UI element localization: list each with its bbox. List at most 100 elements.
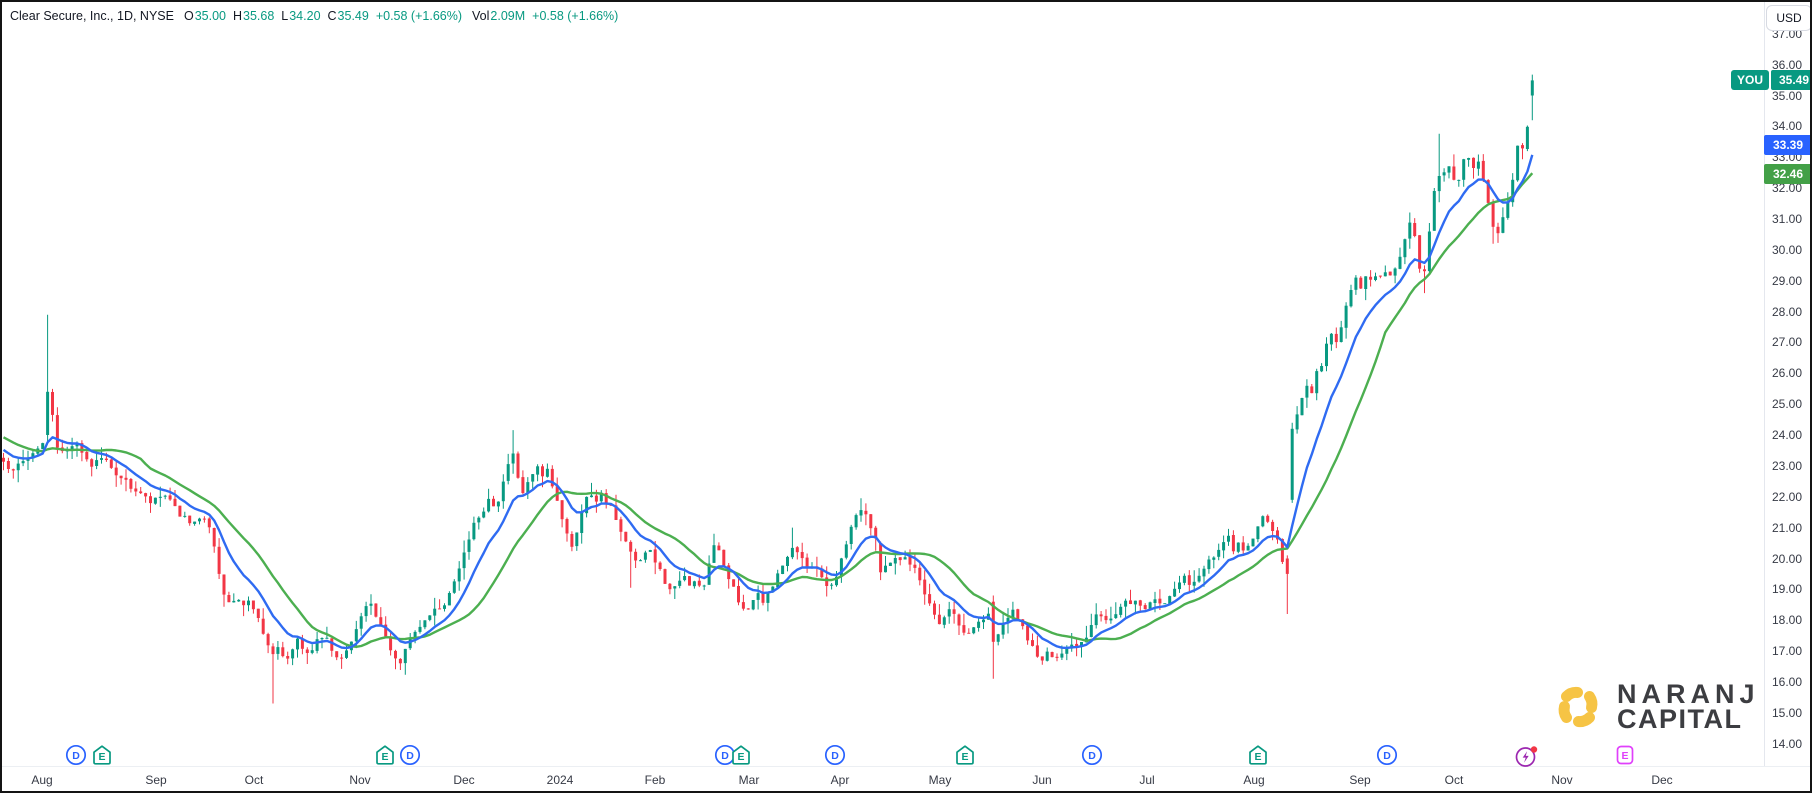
dividend-marker[interactable]: D: [1081, 744, 1103, 771]
dividend-icon: D: [824, 744, 846, 766]
dividend-marker[interactable]: D: [1376, 744, 1398, 771]
price-tick-label: 32.00: [1772, 181, 1803, 196]
svg-text:E: E: [1254, 751, 1261, 763]
open-value: O35.00: [183, 9, 226, 23]
price-tick-label: 35.00: [1772, 88, 1803, 103]
symbol-tag: YOU: [1731, 70, 1770, 91]
earnings-marker[interactable]: E: [91, 744, 113, 771]
time-tick-label: Nov: [1551, 773, 1573, 787]
time-axis-separator: [2, 766, 1810, 767]
high-value: H35.68: [232, 9, 275, 23]
svg-text:E: E: [1621, 750, 1628, 762]
down-candles: [2, 145, 1524, 664]
close-value: C35.49: [327, 9, 369, 23]
change-value: +0.58 (+1.66%): [375, 9, 462, 23]
ma-slow-price-badge: 32.46: [1764, 163, 1810, 184]
svg-text:D: D: [721, 750, 729, 762]
price-tick-label: 25.00: [1772, 397, 1803, 412]
dividend-icon: D: [399, 744, 421, 766]
dividend-icon: D: [1081, 744, 1103, 766]
svg-text:D: D: [1383, 750, 1391, 762]
dividend-icon: D: [1376, 744, 1398, 766]
time-tick-label: Nov: [349, 773, 371, 787]
earnings-icon: E: [376, 745, 394, 765]
ma-slow-line: [2, 172, 1534, 648]
price-tick-label: 21.00: [1772, 520, 1803, 535]
svg-text:D: D: [406, 750, 414, 762]
symbol-legend: Clear Secure, Inc., 1D, NYSE O35.00 H35.…: [10, 8, 628, 24]
price-tick-label: 28.00: [1772, 304, 1803, 319]
svg-text:D: D: [72, 750, 80, 762]
earnings-icon: E: [732, 745, 750, 765]
price-tick-label: 18.00: [1772, 613, 1803, 628]
earnings-marker[interactable]: E: [1247, 744, 1269, 771]
price-tick-label: 19.00: [1772, 582, 1803, 597]
svg-text:E: E: [737, 751, 744, 763]
time-tick-label: Sep: [1349, 773, 1371, 787]
price-tick-label: 22.00: [1772, 489, 1803, 504]
price-tick-label: 15.00: [1772, 705, 1803, 720]
ma-fast-line: [2, 154, 1534, 650]
time-tick-label: Feb: [644, 773, 666, 787]
last-price-value: 35.49: [1771, 70, 1810, 91]
price-tick-label: 20.00: [1772, 551, 1803, 566]
flash-marker[interactable]: [1515, 744, 1540, 773]
earnings-marker[interactable]: E: [954, 744, 976, 771]
currency-toggle-button[interactable]: USD: [1766, 5, 1810, 31]
dividend-marker[interactable]: D: [824, 744, 846, 771]
dividend-marker[interactable]: D: [399, 744, 421, 771]
svg-text:D: D: [1088, 750, 1096, 762]
time-tick-label: Apr: [830, 773, 850, 787]
time-tick-label: Sep: [145, 773, 167, 787]
upcoming-earnings-icon: E: [1616, 745, 1634, 765]
svg-text:E: E: [98, 751, 105, 763]
price-tick-label: 27.00: [1772, 335, 1803, 350]
svg-text:E: E: [381, 751, 388, 763]
down-wicks: [3, 143, 1523, 704]
up-candles: [16, 80, 1534, 664]
time-tick-label: Aug: [31, 773, 53, 787]
svg-text:D: D: [831, 750, 839, 762]
dividend-icon: D: [65, 744, 87, 766]
earnings-upcoming-marker[interactable]: E: [1614, 744, 1636, 771]
earnings-marker[interactable]: E: [730, 744, 752, 771]
logo-text: NARANJ CAPITAL: [1617, 679, 1760, 734]
time-tick-label: May: [928, 773, 952, 787]
low-value: L34.20: [281, 9, 321, 23]
time-tick-label: Dec: [1651, 773, 1673, 787]
last-price-badge: YOU 35.49: [1731, 70, 1810, 91]
candlestick-plot[interactable]: [2, 2, 1762, 766]
time-tick-label: 2024: [546, 773, 574, 787]
flash-event-icon: [1515, 746, 1538, 767]
volume-change-value: +0.58 (+1.66%): [532, 9, 619, 23]
dividend-marker[interactable]: D: [65, 744, 87, 771]
price-tick-label: 23.00: [1772, 458, 1803, 473]
ma-fast-price-badge: 33.39: [1764, 135, 1810, 156]
price-tick-label: 30.00: [1772, 242, 1803, 257]
time-tick-label: Jul: [1139, 773, 1155, 787]
time-tick-label: Aug: [1243, 773, 1265, 787]
price-tick-label: 24.00: [1772, 428, 1803, 442]
svg-text:E: E: [961, 751, 968, 763]
symbol-title[interactable]: Clear Secure, Inc., 1D, NYSE: [10, 9, 174, 23]
naranj-pinwheel-icon: [1558, 686, 1598, 728]
naranj-capital-logo: NARANJ CAPITAL: [1555, 679, 1760, 734]
price-tick-label: 26.00: [1772, 366, 1803, 381]
price-tick-label: 14.00: [1772, 736, 1803, 751]
earnings-icon: E: [93, 745, 111, 765]
time-tick-label: Dec: [453, 773, 475, 787]
price-tick-label: 34.00: [1772, 119, 1803, 134]
volume-value: Vol2.09M: [472, 9, 526, 23]
earnings-icon: E: [1249, 745, 1267, 765]
time-tick-label: Mar: [738, 773, 760, 787]
price-tick-label: 31.00: [1772, 212, 1803, 226]
price-tick-label: 36.00: [1772, 57, 1803, 72]
price-tick-label: 16.00: [1772, 674, 1803, 689]
earnings-marker[interactable]: E: [374, 744, 396, 771]
price-axis-separator: [1764, 2, 1765, 766]
price-tick-label: 29.00: [1772, 273, 1803, 288]
price-tick-label: 17.00: [1772, 644, 1803, 658]
time-tick-label: Oct: [1444, 773, 1464, 787]
time-tick-label: Jun: [1032, 773, 1052, 787]
